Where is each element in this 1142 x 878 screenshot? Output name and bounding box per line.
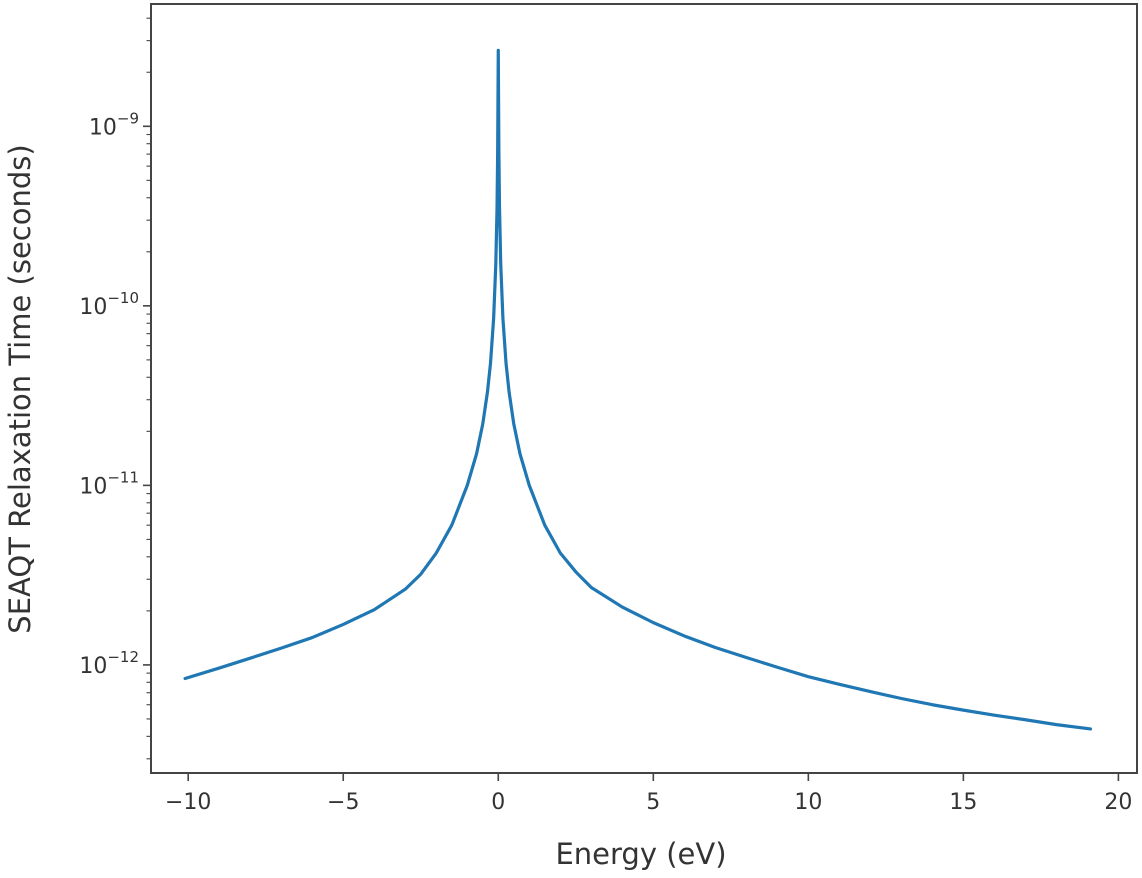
x-axis-ticks: −10 −5 0 5 10 15 20 [165, 773, 1132, 815]
x-tick-label: −10 [165, 790, 211, 815]
plot-frame [150, 3, 1138, 774]
x-tick-label: −5 [327, 790, 359, 815]
y-tick-label: 10−10 [79, 289, 139, 320]
y-axis-label: SEAQT Relaxation Time (seconds) [3, 144, 37, 633]
y-tick-label: 10−9 [89, 109, 139, 140]
x-tick-label: 15 [949, 790, 977, 815]
x-tick-label: 5 [646, 790, 660, 815]
series-line [183, 48, 1093, 731]
x-axis-label: Energy (eV) [555, 837, 726, 871]
x-tick-label: 10 [794, 790, 822, 815]
x-tick-label: 0 [491, 790, 505, 815]
y-tick-label: 10−12 [79, 648, 139, 679]
y-axis-ticks: 10−12 10−11 10−10 10−9 [79, 109, 151, 679]
x-tick-label: 20 [1104, 790, 1132, 815]
y-tick-label: 10−11 [79, 468, 139, 499]
